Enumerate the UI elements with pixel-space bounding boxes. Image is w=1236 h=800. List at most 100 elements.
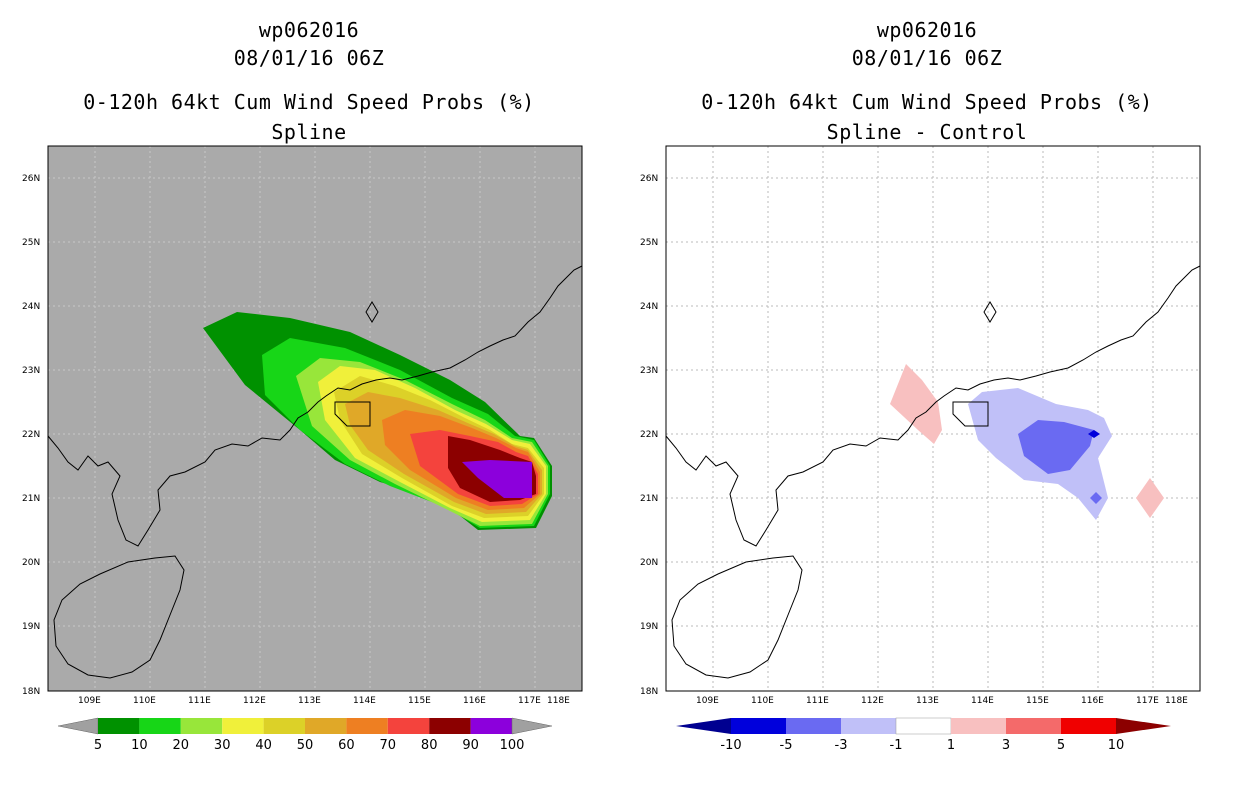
cb-swatch [731, 718, 786, 734]
lat-label: 26N [22, 174, 40, 184]
prob-90 [462, 460, 532, 498]
lat-label: 25N [22, 238, 40, 248]
lat-label: 26N [640, 174, 658, 184]
cb-label: -5 [780, 738, 793, 753]
lat-label: 23N [22, 366, 40, 376]
cb-swatch [895, 717, 952, 735]
left-lat-labels: 26N 25N 24N 23N 22N 21N 20N 19N 18N [22, 174, 40, 697]
cb-swatch [786, 718, 841, 734]
lat-label: 21N [640, 494, 658, 504]
right-map-frame [665, 145, 1201, 692]
cb-label: 1 [947, 738, 955, 753]
lon-label: 115E [1026, 696, 1049, 706]
cb-label: 3 [1002, 738, 1010, 753]
lat-label: 19N [22, 622, 40, 632]
cb-label: 10 [1108, 738, 1125, 753]
cb-swatch [841, 718, 896, 734]
right-lon-labels: 109E 110E 111E 112E 113E 114E 115E 116E … [696, 696, 1188, 706]
lat-label: 23N [640, 366, 658, 376]
left-storm-id: wp062016 [258, 18, 360, 42]
left-product-title: 0-120h 64kt Cum Wind Speed Probs (%) [83, 90, 535, 114]
lon-label: 110E [751, 696, 774, 706]
lat-label: 21N [22, 494, 40, 504]
cb-swatch [1061, 718, 1116, 734]
lon-label: 115E [408, 696, 431, 706]
lon-label: 109E [78, 696, 101, 706]
diff-neg-5to10 [1088, 430, 1100, 438]
lat-label: 24N [22, 302, 40, 312]
lat-label: 19N [640, 622, 658, 632]
right-difference-contours [890, 364, 1164, 520]
right-map: 109E 110E 111E 112E 113E 114E 115E 116E … [640, 145, 1201, 753]
right-panel: wp062016 08/01/16 06Z 0-120h 64kt Cum Wi… [618, 0, 1236, 800]
cb-swatch [305, 718, 347, 734]
cb-swatch [346, 718, 388, 734]
cb-label: 50 [297, 738, 314, 753]
cb-swatch [1006, 718, 1061, 734]
lon-label: 116E [463, 696, 486, 706]
cb-label: 10 [131, 738, 148, 753]
lat-label: 18N [640, 687, 658, 697]
cb-label: 80 [421, 738, 438, 753]
lon-label: 113E [298, 696, 321, 706]
cb-swatch [222, 718, 264, 734]
cb-right-end [511, 717, 553, 735]
left-panel: wp062016 08/01/16 06Z 0-120h 64kt Cum Wi… [22, 18, 583, 753]
cb-label: 5 [94, 738, 102, 753]
right-colorbar: -10 -5 -3 -1 1 3 5 10 [676, 717, 1171, 753]
cb-swatch [429, 718, 471, 734]
cb-label: 60 [338, 738, 355, 753]
lon-label: 117E [518, 696, 541, 706]
diff-pos-1to3-a [890, 364, 942, 444]
cb-label: 30 [214, 738, 231, 753]
diff-neg-3to5-b [1090, 492, 1102, 504]
left-coastline [47, 265, 583, 679]
lon-label: 109E [696, 696, 719, 706]
cb-label: -1 [890, 738, 903, 753]
diff-neg-3to5-a [1018, 420, 1094, 474]
lat-label: 24N [640, 302, 658, 312]
lon-label: 118E [1165, 696, 1188, 706]
lon-label: 111E [188, 696, 211, 706]
cb-label: 70 [380, 738, 397, 753]
cb-swatch [951, 718, 1006, 734]
cb-label: -10 [720, 738, 741, 753]
lat-label: 20N [22, 558, 40, 568]
cb-swatch [263, 718, 305, 734]
left-probability-contours [203, 312, 552, 530]
cb-label: 90 [462, 738, 479, 753]
cb-left-end [676, 718, 731, 734]
cb-label: 20 [173, 738, 190, 753]
lon-label: 110E [133, 696, 156, 706]
lon-label: 112E [243, 696, 266, 706]
lon-label: 111E [806, 696, 829, 706]
right-product-title: 0-120h 64kt Cum Wind Speed Probs (%) [701, 90, 1153, 114]
cb-swatch [180, 718, 223, 734]
lon-label: 113E [916, 696, 939, 706]
left-colorbar: 5 10 20 30 40 50 60 70 80 90 100 [57, 717, 553, 753]
lon-label: 116E [1081, 696, 1104, 706]
cb-swatch [387, 718, 430, 734]
cb-label: 100 [500, 738, 525, 753]
left-lon-labels: 109E 110E 111E 112E 113E 114E 115E 116E … [78, 696, 570, 706]
lat-label: 22N [640, 430, 658, 440]
right-storm-id: wp062016 [876, 18, 978, 42]
right-datetime: 08/01/16 06Z [851, 46, 1003, 70]
lon-label: 114E [971, 696, 994, 706]
cb-label: -3 [835, 738, 848, 753]
cb-label: 5 [1057, 738, 1065, 753]
lat-label: 22N [22, 430, 40, 440]
lon-label: 117E [1136, 696, 1159, 706]
lat-label: 18N [22, 687, 40, 697]
cb-swatch [98, 718, 140, 734]
right-coastline [665, 265, 1201, 679]
cb-swatch [470, 718, 512, 734]
left-map-frame [47, 145, 583, 692]
cb-left-end [57, 717, 99, 735]
lon-label: 118E [547, 696, 570, 706]
left-map: 109E 110E 111E 112E 113E 114E 115E 116E … [22, 145, 583, 753]
lat-label: 20N [640, 558, 658, 568]
diff-pos-1to3-b [1136, 478, 1164, 518]
cb-swatch [139, 718, 181, 734]
lon-label: 112E [861, 696, 884, 706]
